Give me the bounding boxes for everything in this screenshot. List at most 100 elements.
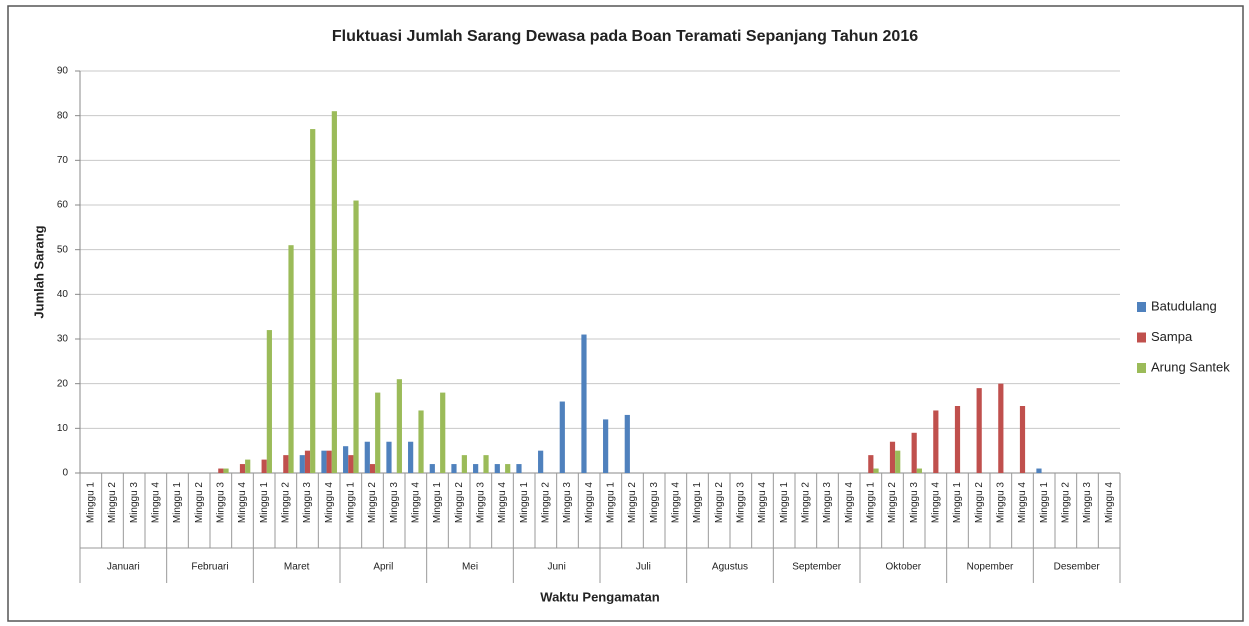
- bar: [261, 459, 267, 473]
- x-tick-label: Minggu 4: [930, 482, 941, 524]
- bar: [873, 468, 879, 473]
- bar: [218, 468, 224, 473]
- legend-swatch: [1137, 363, 1146, 373]
- group-label: Januari: [107, 562, 140, 573]
- x-tick-label: Minggu 1: [952, 482, 963, 524]
- group-label: Oktober: [886, 562, 922, 573]
- y-tick-label: 40: [57, 289, 69, 300]
- x-tick-label: Minggu 1: [85, 482, 96, 524]
- bar: [223, 468, 229, 473]
- x-tick-label: Minggu 1: [779, 482, 790, 524]
- x-tick-label: Minggu 3: [909, 482, 920, 524]
- x-tick-label: Minggu 3: [735, 482, 746, 524]
- bar: [408, 441, 414, 473]
- bar: [310, 129, 316, 474]
- x-tick-label: Minggu 4: [324, 482, 335, 524]
- bar: [331, 111, 337, 473]
- bar: [483, 455, 489, 473]
- x-tick-label: Minggu 2: [887, 482, 898, 524]
- group-label: Juni: [547, 562, 565, 573]
- x-tick-label: Minggu 4: [237, 482, 248, 524]
- y-tick-label: 60: [57, 200, 69, 211]
- y-tick-label: 30: [57, 334, 69, 345]
- x-tick-label: Minggu 2: [627, 482, 638, 524]
- bar: [375, 392, 381, 473]
- x-tick-label: Minggu 3: [215, 482, 226, 524]
- x-tick-label: Minggu 2: [1060, 482, 1071, 524]
- bar: [299, 455, 305, 473]
- x-tick-label: Minggu 4: [410, 482, 421, 524]
- x-tick-label: Minggu 4: [844, 482, 855, 524]
- bar: [364, 441, 370, 473]
- bar: [353, 200, 359, 474]
- x-tick-label: Minggu 4: [757, 482, 768, 524]
- bar: [343, 446, 349, 473]
- bar: [976, 388, 982, 473]
- group-label: September: [792, 562, 842, 573]
- bar: [348, 455, 354, 473]
- bar: [440, 392, 446, 473]
- chart-title: Fluktuasi Jumlah Sarang Dewasa pada Boan…: [332, 28, 918, 45]
- bar: [245, 459, 251, 473]
- chart-frame: [7, 5, 1244, 622]
- x-tick-label: Minggu 1: [1039, 482, 1050, 524]
- bar: [321, 450, 327, 473]
- bar: [916, 468, 922, 473]
- x-tick-label: Minggu 1: [345, 482, 356, 524]
- x-tick-label: Minggu 3: [302, 482, 313, 524]
- bar: [889, 441, 896, 473]
- y-tick-label: 80: [57, 110, 69, 121]
- x-tick-label: Minggu 1: [172, 482, 183, 524]
- x-tick-label: Minggu 1: [519, 482, 530, 524]
- bar: [998, 383, 1004, 473]
- x-tick-label: Minggu 2: [194, 482, 205, 524]
- group-label: April: [373, 562, 393, 573]
- y-tick-label: 90: [57, 66, 69, 77]
- bar: [581, 334, 587, 473]
- bar: [239, 464, 246, 473]
- bar: [911, 432, 917, 473]
- x-tick-label: Minggu 1: [432, 482, 443, 524]
- group-label: Desember: [1054, 562, 1101, 573]
- y-axis-title: Jumlah Sarang: [31, 225, 46, 318]
- legend-label: Arung Santek: [1151, 359, 1230, 374]
- legend-swatch: [1137, 302, 1146, 312]
- legend-label: Batudulang: [1151, 298, 1217, 313]
- x-tick-label: Minggu 4: [670, 482, 681, 524]
- x-tick-label: Minggu 2: [714, 482, 725, 524]
- legend-swatch: [1137, 332, 1146, 343]
- x-tick-label: Minggu 2: [974, 482, 985, 524]
- x-tick-label: Minggu 1: [605, 482, 616, 524]
- x-tick-label: Minggu 2: [280, 482, 291, 524]
- x-tick-label: Minggu 1: [865, 482, 876, 524]
- bar: [473, 464, 479, 473]
- x-tick-label: Minggu 3: [562, 482, 573, 524]
- bar: [868, 455, 874, 473]
- y-tick-label: 20: [57, 378, 69, 389]
- bar: [461, 455, 467, 473]
- bar: [326, 450, 332, 473]
- bar: [451, 464, 457, 473]
- x-tick-label: Minggu 2: [367, 482, 378, 524]
- x-tick-label: Minggu 3: [649, 482, 660, 524]
- x-tick-label: Minggu 4: [497, 482, 508, 524]
- bar: [624, 414, 630, 473]
- y-tick-label: 0: [62, 468, 68, 479]
- legend-label: Sampa: [1151, 329, 1193, 344]
- y-tick-label: 10: [57, 423, 69, 434]
- group-label: Nopember: [967, 562, 1014, 573]
- bar: [516, 464, 522, 473]
- x-tick-label: Minggu 4: [584, 482, 595, 524]
- group-label: Agustus: [712, 562, 748, 573]
- x-tick-label: Minggu 3: [129, 482, 140, 524]
- y-tick-label: 50: [57, 244, 69, 255]
- x-tick-label: Minggu 3: [475, 482, 486, 524]
- bar: [304, 450, 311, 473]
- x-tick-label: Minggu 4: [150, 482, 161, 524]
- x-tick-label: Minggu 2: [540, 482, 551, 524]
- x-tick-label: Minggu 3: [995, 482, 1006, 524]
- bar: [933, 410, 939, 473]
- bar: [1036, 468, 1042, 473]
- bar: [603, 419, 609, 473]
- bar: [559, 401, 565, 473]
